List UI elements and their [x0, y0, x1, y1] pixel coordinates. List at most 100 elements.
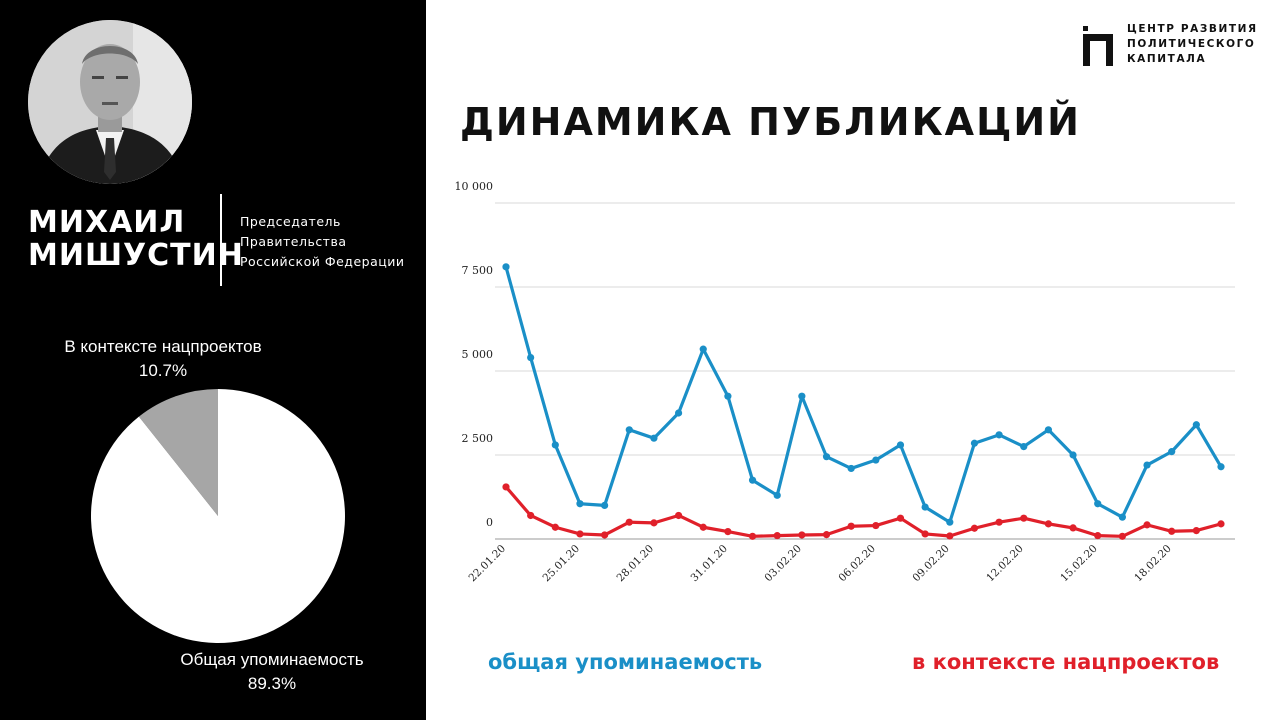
logo-text-line: КАПИТАЛА: [1127, 53, 1207, 65]
data-point-national: [748, 532, 757, 540]
x-tick-label: 22.01.20: [467, 543, 509, 585]
data-point-national: [1094, 532, 1102, 540]
person-role-line: Председатель: [240, 214, 341, 229]
data-point-general: [896, 441, 905, 449]
pie-label-national-name: В контексте нацпроектов: [64, 337, 262, 356]
y-tick-label: 2 500: [462, 432, 494, 445]
data-point-general: [995, 431, 1003, 439]
data-point-general: [773, 491, 781, 499]
person-first-name: МИХАИЛ: [28, 205, 186, 240]
data-point-national: [1020, 514, 1028, 522]
person-photo: [28, 20, 192, 184]
person-name: МИХАИЛ МИШУСТИН: [28, 206, 244, 272]
data-point-national: [650, 519, 658, 527]
data-point-national: [527, 511, 535, 520]
data-point-national: [724, 528, 732, 536]
data-point-national: [970, 524, 979, 532]
data-point-general: [872, 456, 880, 464]
x-tick-label: 15.02.20: [1058, 543, 1100, 585]
pie-label-general-value: 89.3%: [247, 674, 297, 693]
pie-label-general: Общая упоминаемость 89.3%: [150, 648, 394, 696]
data-point-national: [798, 531, 806, 539]
data-point-general: [502, 263, 510, 271]
data-point-general: [625, 426, 633, 434]
data-point-general: [576, 500, 584, 508]
person-last-name: МИШУСТИН: [28, 238, 244, 273]
logo-text-line: ПОЛИТИЧЕСКОГО: [1127, 38, 1256, 50]
chart-title: ДИНАМИКА ПУБЛИКАЦИЙ: [460, 100, 1081, 144]
data-point-national: [995, 518, 1003, 526]
data-point-national: [896, 514, 905, 522]
data-point-national: [872, 521, 880, 530]
y-tick-label: 0: [486, 516, 493, 529]
series-line-general: [504, 266, 1223, 524]
data-point-national: [699, 523, 707, 531]
data-point-national: [1217, 520, 1225, 528]
x-tick-label: 18.02.20: [1132, 543, 1174, 585]
data-point-general: [724, 392, 732, 400]
x-tick-label: 25.01.20: [541, 543, 583, 585]
y-tick-label: 7 500: [462, 264, 494, 277]
data-point-general: [1069, 451, 1077, 459]
data-point-national: [921, 530, 929, 538]
data-point-national: [1069, 524, 1077, 532]
data-point-general: [674, 409, 683, 417]
legend-general-label: общая упоминаемость: [488, 650, 763, 674]
data-point-general: [798, 392, 806, 400]
data-point-general: [601, 501, 609, 509]
logo-text: ЦЕНТР РАЗВИТИЯ ПОЛИТИЧЕСКОГО КАПИТАЛА: [1127, 22, 1258, 67]
data-point-national: [1168, 527, 1176, 535]
data-point-national: [1118, 532, 1126, 540]
legend-national: в контексте нацпроектов: [912, 650, 1219, 674]
x-tick-label: 03.02.20: [762, 543, 804, 585]
x-tick-label: 31.01.20: [688, 543, 730, 585]
legend-national-label: в контексте нацпроектов: [912, 650, 1220, 674]
data-point-general: [1020, 443, 1028, 451]
y-tick-label: 10 000: [455, 180, 494, 193]
person-role: Председатель Правительства Российской Фе…: [240, 212, 404, 272]
data-point-national: [773, 532, 781, 540]
data-point-general: [1143, 461, 1151, 469]
person-role-line: Правительства: [240, 234, 347, 249]
data-point-general: [1044, 426, 1053, 434]
data-point-general: [822, 453, 831, 461]
data-point-national: [674, 511, 683, 520]
x-tick-label: 12.02.20: [984, 543, 1026, 585]
pie-slice-general: [91, 389, 345, 643]
person-photo-image: [28, 20, 192, 184]
data-point-national: [1143, 521, 1151, 529]
right-panel: [426, 0, 1280, 720]
data-point-national: [625, 518, 633, 526]
y-tick-label: 5 000: [462, 348, 494, 361]
pie-label-national: В контексте нацпроектов 10.7%: [40, 335, 286, 383]
data-point-national: [551, 523, 559, 531]
data-point-general: [921, 503, 929, 511]
pie-label-general-name: Общая упоминаемость: [180, 650, 364, 669]
data-point-general: [748, 476, 757, 484]
legend-general: общая упоминаемость: [488, 650, 762, 674]
publications-line-chart: 0 2 500 5 000 7 500 10 000 22.01.20 25.01.20 28…: [455, 180, 1235, 585]
data-point-general: [699, 345, 707, 353]
data-point-national: [1044, 520, 1053, 528]
data-point-general: [1094, 500, 1102, 508]
pie-label-national-value: 10.7%: [138, 361, 188, 380]
data-point-general: [551, 441, 559, 449]
share-pie-chart: [91, 389, 345, 643]
data-point-general: [650, 434, 658, 442]
data-point-national: [847, 522, 855, 530]
x-tick-label: 09.02.20: [910, 543, 952, 585]
data-point-general: [1118, 513, 1126, 521]
data-point-general: [946, 518, 954, 526]
data-point-general: [970, 439, 979, 447]
data-point-general: [1168, 448, 1176, 456]
person-role-line: Российской Федерации: [240, 254, 405, 269]
data-point-general: [847, 464, 855, 473]
left-panel: МИХАИЛ МИШУСТИН Председатель Правительст…: [0, 0, 426, 720]
data-point-general: [1192, 421, 1200, 429]
pie-slice-national: [138, 389, 218, 516]
data-point-general: [1217, 463, 1225, 471]
logo-text-line: ЦЕНТР РАЗВИТИЯ: [1127, 23, 1258, 35]
x-tick-label: 06.02.20: [836, 543, 878, 585]
data-point-national: [601, 531, 609, 539]
data-point-national: [822, 531, 831, 539]
